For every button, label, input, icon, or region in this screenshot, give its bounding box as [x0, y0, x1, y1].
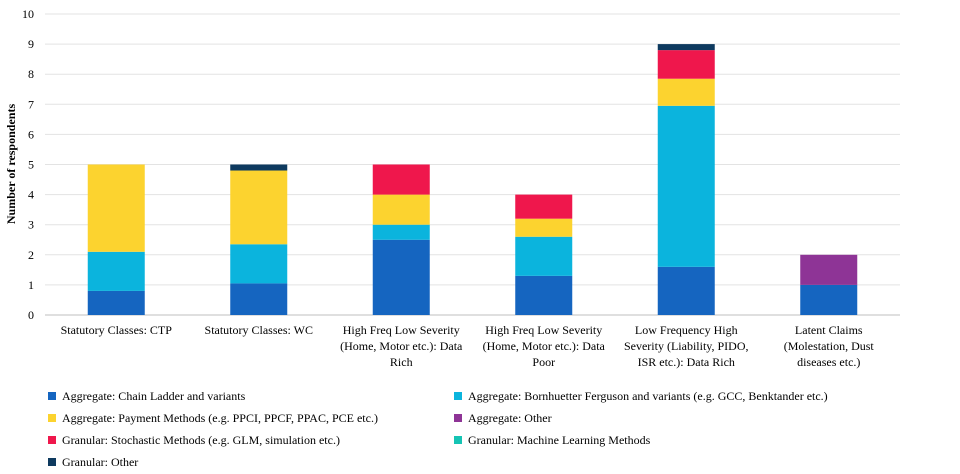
- x-tick-label: Statutory Classes: WC: [205, 323, 313, 337]
- legend-swatch: [454, 436, 462, 444]
- bar-segment: [372, 194, 430, 225]
- x-tick-label: Latent Claims: [795, 323, 863, 337]
- bars: [87, 44, 858, 315]
- x-tick-label: Poor: [532, 355, 555, 369]
- bar-segment: [230, 164, 288, 171]
- bar-segment: [657, 78, 715, 106]
- legend-label: Aggregate: Payment Methods (e.g. PPCI, P…: [62, 411, 378, 425]
- x-tick-label: (Home, Motor etc.): Data: [340, 339, 463, 353]
- legend-item: Granular: Machine Learning Methods: [454, 433, 650, 447]
- x-tick-label: diseases etc.): [797, 355, 860, 369]
- y-axis-label: Number of respondents: [4, 104, 18, 225]
- bar-segment: [87, 164, 145, 252]
- x-axis-labels: Statutory Classes: CTP Statutory Classes:…: [61, 323, 875, 369]
- bar-segment: [372, 239, 430, 315]
- bar-segment: [230, 170, 288, 245]
- x-tick-label: (Home, Motor etc.): Data: [483, 339, 606, 353]
- bar-segment: [515, 218, 573, 237]
- y-tick-label: 0: [28, 308, 34, 322]
- bar-segment: [230, 283, 288, 315]
- legend-swatch: [454, 392, 462, 400]
- bar-segment: [657, 44, 715, 51]
- y-tick-label: 9: [28, 37, 34, 51]
- bar-segment: [515, 275, 573, 315]
- legend-item: Aggregate: Chain Ladder and variants: [48, 389, 245, 403]
- bar-segment: [800, 254, 858, 285]
- legend-swatch: [48, 392, 56, 400]
- legend-swatch: [454, 414, 462, 422]
- bar-segment: [87, 290, 145, 315]
- bar-segment: [87, 251, 145, 291]
- y-tick-label: 1: [28, 278, 34, 292]
- legend-label: Aggregate: Chain Ladder and variants: [62, 389, 246, 403]
- legend-label: Aggregate: Bornhuetter Ferguson and vari…: [468, 389, 828, 403]
- legend-swatch: [48, 436, 56, 444]
- bar-segment: [657, 105, 715, 267]
- x-tick-label: Statutory Classes: CTP: [61, 323, 173, 337]
- bar-segment: [372, 224, 430, 240]
- x-tick-label: High Freq Low Severity: [343, 323, 460, 337]
- gridlines: [45, 13, 900, 316]
- legend-item: Aggregate: Payment Methods (e.g. PPCI, P…: [48, 411, 378, 425]
- bar-segment: [657, 50, 715, 79]
- bar-segment: [515, 194, 573, 219]
- bar-segment: [657, 266, 715, 315]
- bar-segment: [230, 244, 288, 284]
- y-axis-ticks: 0 1 2 3 4 5 6 7 8 9 10: [22, 7, 34, 322]
- y-tick-label: 8: [28, 67, 34, 81]
- y-tick-label: 3: [28, 218, 34, 232]
- bar-segment: [515, 236, 573, 276]
- legend-label: Aggregate: Other: [468, 411, 552, 425]
- x-tick-label: High Freq Low Severity: [485, 323, 602, 337]
- legend-swatch: [48, 458, 56, 466]
- y-tick-label: 10: [22, 7, 34, 21]
- y-tick-label: 2: [28, 248, 34, 262]
- legend-label: Granular: Other: [62, 455, 139, 469]
- bar-segment: [800, 284, 858, 315]
- x-tick-label: Rich: [390, 355, 413, 369]
- legend-item: Aggregate: Other: [454, 411, 552, 425]
- legend-item: Granular: Stochastic Methods (e.g. GLM, …: [48, 433, 340, 447]
- y-tick-label: 4: [28, 188, 34, 202]
- y-tick-label: 7: [28, 97, 34, 111]
- x-tick-label: Low Frequency High: [635, 323, 738, 337]
- legend-label: Granular: Stochastic Methods (e.g. GLM, …: [62, 433, 340, 447]
- legend-item: Granular: Other: [48, 455, 138, 469]
- bar-segment: [372, 164, 430, 195]
- legend-item: Aggregate: Bornhuetter Ferguson and vari…: [454, 389, 828, 403]
- y-tick-label: 5: [28, 158, 34, 172]
- y-tick-label: 6: [28, 127, 34, 141]
- legend-label: Granular: Machine Learning Methods: [468, 433, 651, 447]
- legend-swatch: [48, 414, 56, 422]
- x-tick-label: ISR etc.): Data Rich: [638, 355, 735, 369]
- x-tick-label: Severity (Liability, PIDO,: [624, 339, 749, 353]
- x-tick-label: (Molestation, Dust: [784, 339, 875, 353]
